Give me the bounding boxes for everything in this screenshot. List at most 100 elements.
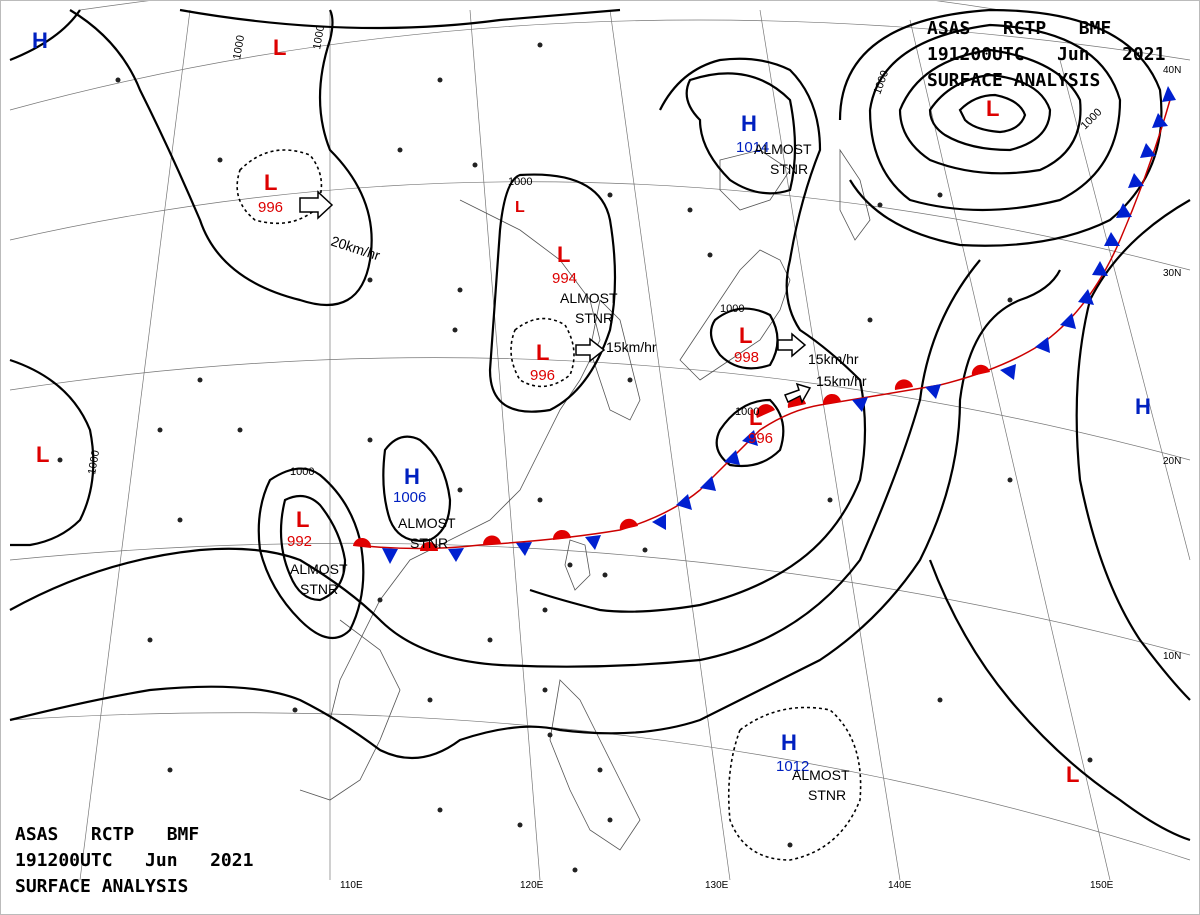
station-dot: [177, 517, 183, 523]
isobar-east-high: [1075, 199, 1191, 701]
almost-label: ALMOST: [560, 290, 618, 306]
dashed-isobar-l996-central: [510, 317, 575, 388]
station-dot: [367, 277, 373, 283]
station-dot: [607, 192, 613, 198]
station-dot: [457, 287, 463, 293]
warm-front-bump: [971, 364, 990, 376]
lon-label-130e: 130E: [705, 880, 729, 891]
station-dot: [602, 572, 608, 578]
low-symbol: L: [296, 507, 309, 532]
cold-front-triangle: [1060, 313, 1076, 329]
movement-arrow-nw: [299, 190, 334, 220]
station-dot: [1007, 477, 1013, 483]
stnr-label: STNR: [300, 581, 338, 597]
isobar-southern-wide: [9, 269, 1061, 760]
longitude-line-150e: [909, 19, 1111, 881]
station-dot: [427, 697, 433, 703]
isobar-northwest: [69, 9, 373, 307]
station-dot: [1007, 297, 1013, 303]
high-symbol: H: [404, 464, 420, 489]
cold-front-triangle: [1000, 364, 1016, 380]
cold-front-triangle: [1092, 261, 1108, 276]
cold-front-triangle: [700, 476, 716, 491]
isobar-h1014: [685, 72, 797, 195]
station-dot: [457, 487, 463, 493]
isobar-label: 1000: [720, 303, 744, 315]
sakhalin-coast: [839, 148, 871, 241]
high-symbol: H: [1135, 394, 1151, 419]
cold-front-triangle: [1035, 337, 1050, 353]
header-top-line2: 191200UTC Jun 2021: [927, 44, 1165, 65]
isobar-label: 1000: [872, 69, 892, 96]
japan-coast: [679, 249, 791, 381]
station-dot: [517, 822, 523, 828]
warm-front-bump: [619, 518, 638, 530]
isobar-outer-japan: [529, 57, 867, 613]
longitude-line-120e: [469, 9, 541, 881]
high-symbol: H: [741, 111, 757, 136]
header-bottom-line1: ASAS RCTP BMF: [15, 824, 199, 845]
cold-front-triangle: [742, 430, 758, 446]
low-symbol: L: [36, 442, 49, 467]
header-top-line3: SURFACE ANALYSIS: [927, 70, 1100, 91]
station-dot: [542, 687, 548, 693]
station-dot: [537, 497, 543, 503]
longitude-line-100e: [79, 9, 191, 881]
station-dot: [437, 77, 443, 83]
isobar-top-arc: [179, 8, 621, 30]
station-dot: [627, 377, 633, 383]
pressure-systems: H L L 996 L 994 L 996 L 998 L 996 H 1014…: [32, 28, 1151, 787]
station-dot: [537, 42, 543, 48]
warm-front-symbols: [353, 364, 990, 551]
cold-front-triangle: [925, 384, 941, 399]
isobar-1000-south-japan: [715, 398, 785, 468]
station-dot: [877, 202, 883, 208]
cold-front-triangle: [585, 535, 601, 550]
lat-label-30n: 30N: [1163, 268, 1181, 279]
isobar-label: 1000: [311, 24, 327, 50]
low-symbol: L: [986, 96, 999, 121]
isobar-label: 1000: [1079, 106, 1105, 132]
movement-arrows: [299, 190, 812, 404]
station-dot: [1087, 757, 1093, 763]
isobar-l992-inner: [279, 494, 347, 602]
isobar-h1006: [382, 435, 452, 542]
latitude-line-40n: [9, 19, 1191, 111]
movement-arrow-south-japan: [783, 382, 812, 404]
isobar-central-low: [488, 173, 617, 413]
station-dot: [547, 732, 553, 738]
cold-front-triangle: [852, 397, 868, 412]
cold-front-triangle: [724, 450, 740, 465]
station-dot: [687, 207, 693, 213]
stationary-front-line: [354, 99, 1171, 550]
station-dot: [827, 497, 833, 503]
cold-front-triangle: [1152, 113, 1168, 128]
cold-front-triangle: [1104, 232, 1120, 246]
china-coast: [329, 199, 601, 721]
isobar-h-topleft: [9, 9, 81, 62]
station-dot: [937, 192, 943, 198]
lat-label-20n: 20N: [1163, 456, 1181, 467]
isobar-label: 1000: [231, 34, 247, 60]
latitude-line-10n: [9, 542, 1191, 656]
warm-front-bump: [822, 393, 841, 404]
stnr-label: STNR: [770, 161, 808, 177]
station-dot: [397, 147, 403, 153]
almost-label: ALMOST: [792, 767, 850, 783]
low-symbol: L: [739, 323, 752, 348]
isobar-label: 1000: [86, 449, 102, 475]
lon-label-120e: 120E: [520, 880, 544, 891]
cold-front-triangle: [1116, 203, 1132, 218]
station-dot: [157, 427, 163, 433]
isobars: [9, 8, 1191, 842]
lon-label-110e: 110E: [340, 880, 363, 891]
warm-front-bump: [756, 404, 775, 418]
latitude-line-20n: [9, 357, 1191, 461]
station-dot: [437, 807, 443, 813]
stnr-label: STNR: [410, 535, 448, 551]
dashed-isobar-h1012: [728, 706, 862, 861]
station-dot: [367, 437, 373, 443]
isobar-label: 1000: [290, 466, 314, 478]
speed-label: 15km/hr: [808, 351, 859, 367]
